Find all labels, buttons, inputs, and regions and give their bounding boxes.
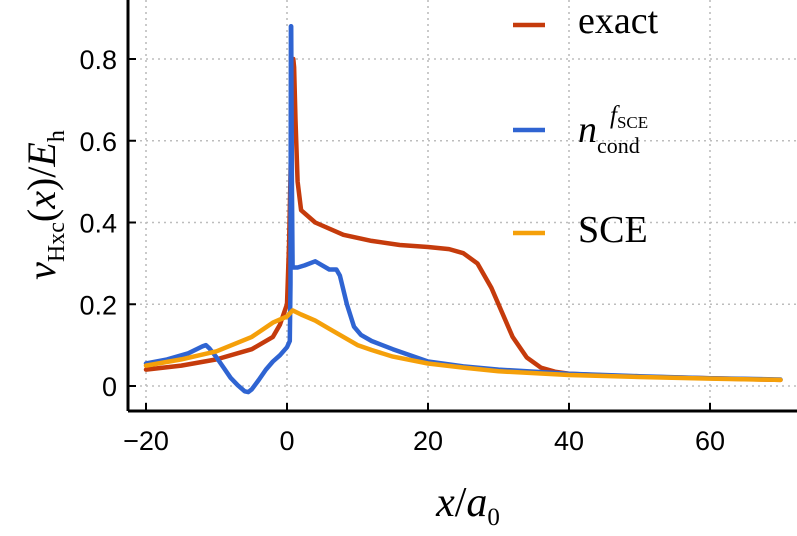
- x-tick-label: 20: [413, 426, 443, 456]
- series-line-sce: [143, 308, 783, 383]
- tick-marks: [128, 58, 711, 411]
- legend-label-ncond: ncondfSCE: [578, 102, 648, 158]
- x-tick-label: 60: [695, 426, 725, 456]
- x-axis-label: x/a0: [435, 480, 500, 531]
- x-tick-label: 0: [279, 426, 294, 456]
- y-axis-label: vHxc(x)/Eh: [19, 130, 70, 280]
- y-tick-label: 0.6: [79, 127, 117, 157]
- x-tick-label: −20: [123, 426, 169, 456]
- y-tick-label: 0.4: [79, 209, 117, 239]
- series-line-exact: [143, 56, 783, 383]
- legend-label-exact: exact: [578, 0, 659, 42]
- plot-curves: [143, 24, 783, 395]
- series-line-n-cond-f-sce: [143, 24, 783, 395]
- legend-label-sce: SCE: [578, 209, 648, 251]
- grid-lines: [128, 0, 797, 411]
- y-tick-label: 0.2: [79, 290, 117, 320]
- axes: [126, 0, 797, 413]
- x-tick-label: 40: [554, 426, 584, 456]
- y-tick-label: 0.8: [79, 45, 117, 75]
- legend: exact ncondfSCE SCE: [513, 0, 659, 251]
- y-tick-label: 0: [102, 372, 117, 402]
